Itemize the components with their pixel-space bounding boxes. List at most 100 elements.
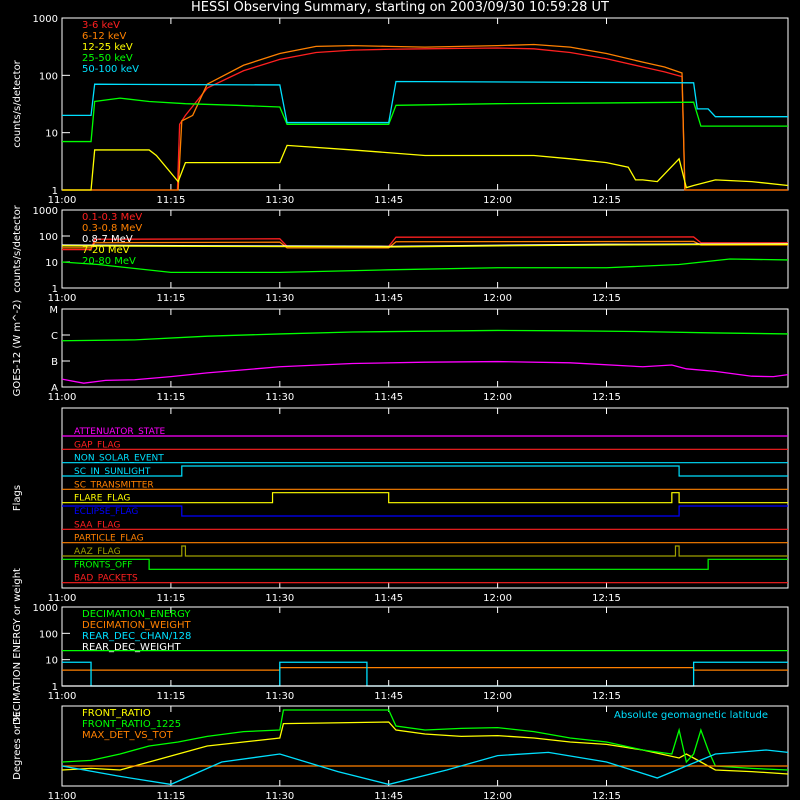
x-tick-label: 11:30 [265, 392, 294, 403]
legend-entry: FRONT_RATIO_1225 [82, 719, 181, 730]
series-line-6-12-kev [62, 43, 788, 191]
x-tick-label: 11:45 [374, 392, 403, 403]
legend-entry: MAX_DET_VS_TOT [82, 730, 174, 741]
y-tick-label: 1000 [33, 603, 58, 614]
y-tick-label: 100 [39, 71, 58, 82]
flag-line-sc-in-sunlight [62, 465, 788, 477]
y-axis-label: GOES-12 (W m^-2) [12, 300, 23, 397]
x-tick-label: 11:15 [156, 593, 185, 604]
flag-label: BAD_PACKETS [74, 574, 138, 584]
y-tick-label: 100 [39, 232, 58, 243]
legend-entry: 7-20 MeV [82, 245, 130, 256]
panel1-group: 11:00 11:15 11:30 11:45 12:00 12:15 counts/s/d… [12, 14, 789, 206]
axes-frame [61, 17, 789, 191]
x-tick-label: 11:15 [156, 195, 185, 206]
legend-entry: 0.8-7 MeV [82, 234, 133, 245]
x-tick-label: 11:15 [156, 392, 185, 403]
y-tick-label: 100 [39, 629, 58, 640]
flag-line-fronts-off [62, 558, 788, 570]
x-tick-label: 11:00 [48, 195, 77, 206]
series-line-decimation-weight [62, 666, 788, 671]
y-axis-label: counts/s/detector [12, 59, 23, 147]
legend-entry: 50-100 keV [82, 64, 139, 75]
legend-entry: REAR_DEC_WEIGHT [82, 642, 181, 653]
legend-entry: 25-50 keV [82, 53, 133, 64]
legend-entry: 0.1-0.3 MeV [82, 212, 142, 223]
y-tick-label: 1 [52, 186, 58, 197]
y-tick-label: 1 [52, 284, 58, 295]
axes-frame [61, 407, 789, 589]
flag-line-aaz-flag [62, 545, 788, 557]
x-tick-label: 12:00 [483, 392, 512, 403]
x-tick-label: 11:15 [156, 791, 185, 800]
y-tick-label: 10 [45, 258, 58, 269]
x-tick-label: 11:30 [265, 593, 294, 604]
series-line-absolute-geomagnetic-latitude [61, 749, 789, 786]
x-tick-label: 12:00 [483, 293, 512, 304]
legend-entry: 3-6 keV [82, 20, 120, 31]
flag-line-flare-flag [62, 492, 788, 504]
x-tick-label: 12:15 [592, 593, 621, 604]
flag-label: SC_IN_SUNLIGHT [74, 467, 151, 477]
flag-label: ATTENUATOR_STATE [74, 427, 166, 437]
y-axis-label: Degrees or % [12, 712, 23, 780]
x-tick-label: 12:15 [592, 392, 621, 403]
series-line-goes-short [61, 360, 789, 384]
flag-label: AAZ_FLAG [74, 547, 121, 557]
x-tick-label: 11:30 [265, 791, 294, 800]
y-tick-label: 10 [45, 656, 58, 667]
y-tick-label: M [49, 305, 58, 316]
legend-entry: 12-25 keV [82, 42, 133, 53]
flag-label: NON_SOLAR_EVENT [74, 454, 164, 464]
x-tick-label: 11:45 [374, 691, 403, 702]
panel6-group: 11:00 11:15 11:30 11:45 12:00 12:15 Degrees or… [12, 705, 789, 800]
plot-title: HESSI Observing Summary, starting on 200… [191, 0, 609, 15]
x-tick-label: 11:30 [265, 691, 294, 702]
legend-entry: 0.3-0.8 MeV [82, 223, 142, 234]
panel3-group: 11:00 11:15 11:30 11:45 12:00 12:15 GOES-12 (W… [12, 300, 789, 403]
flag-label: ECLIPSE_FLAG [74, 507, 138, 517]
flag-label: FLARE_FLAG [74, 494, 130, 504]
y-tick-label: A [51, 383, 58, 394]
y-tick-label: 1 [52, 682, 58, 693]
flag-label: GAP_FLAG [74, 440, 120, 450]
y-tick-label: 1000 [33, 14, 58, 25]
axes-frame [61, 209, 789, 289]
flag-line-eclipse-flag [62, 505, 788, 517]
annotation: Absolute geomagnetic latitude [614, 710, 768, 721]
x-tick-label: 11:00 [48, 791, 77, 800]
x-tick-label: 11:15 [156, 691, 185, 702]
y-tick-label: 10 [45, 129, 58, 140]
series-line-rear-dec-chan-128 [62, 661, 788, 687]
x-tick-label: 11:45 [374, 791, 403, 800]
panel2-group: 11:00 11:15 11:30 11:45 12:00 12:15 counts/s/d… [12, 204, 789, 304]
legend-entry: 6-12 keV [82, 31, 126, 42]
y-axis-label: Flags [12, 485, 23, 511]
flag-label: SAA_FLAG [74, 520, 120, 530]
x-tick-label: 11:45 [374, 593, 403, 604]
panel5-group: 11:00 11:15 11:30 11:45 12:00 12:15 DECIMATION… [12, 568, 789, 725]
x-tick-label: 11:00 [48, 691, 77, 702]
y-tick-label: B [51, 357, 58, 368]
x-tick-label: 12:15 [592, 791, 621, 800]
series-line-50-100-kev [62, 80, 788, 124]
legend-entry: FRONT_RATIO [82, 708, 151, 719]
x-tick-label: 11:30 [265, 293, 294, 304]
legend-entry: DECIMATION_ENERGY [82, 609, 191, 620]
series-line-front-ratio [61, 721, 789, 775]
series-line-3-6-kev [62, 47, 788, 191]
series-line-7-20-mev [61, 243, 789, 248]
x-tick-label: 11:00 [48, 593, 77, 604]
x-tick-label: 12:15 [592, 691, 621, 702]
legend-entry: 20-80 MeV [82, 256, 136, 267]
y-axis-label: counts/s/detector [12, 204, 23, 292]
x-tick-label: 12:00 [483, 791, 512, 800]
legend-entry: REAR_DEC_CHAN/128 [82, 631, 191, 642]
legend-entry: DECIMATION_WEIGHT [82, 620, 191, 631]
y-axis-label: DECIMATION ENERGY or weight [12, 568, 23, 725]
x-tick-label: 11:30 [265, 195, 294, 206]
x-tick-label: 11:15 [156, 293, 185, 304]
series-line-12-25-kev [62, 144, 789, 191]
y-tick-label: C [51, 331, 58, 342]
